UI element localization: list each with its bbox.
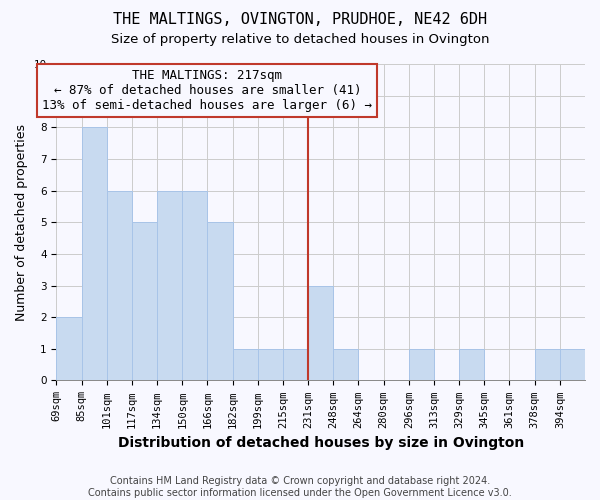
Bar xyxy=(82,128,107,380)
Bar xyxy=(535,349,560,380)
Bar xyxy=(308,286,333,380)
Y-axis label: Number of detached properties: Number of detached properties xyxy=(15,124,28,320)
Text: Contains HM Land Registry data © Crown copyright and database right 2024.
Contai: Contains HM Land Registry data © Crown c… xyxy=(88,476,512,498)
Text: THE MALTINGS: 217sqm
← 87% of detached houses are smaller (41)
13% of semi-detac: THE MALTINGS: 217sqm ← 87% of detached h… xyxy=(43,68,373,112)
Bar xyxy=(459,349,484,380)
Bar xyxy=(560,349,585,380)
Bar xyxy=(132,222,157,380)
Bar xyxy=(409,349,434,380)
X-axis label: Distribution of detached houses by size in Ovington: Distribution of detached houses by size … xyxy=(118,436,524,450)
Bar xyxy=(56,317,82,380)
Bar xyxy=(233,349,258,380)
Bar xyxy=(182,190,208,380)
Bar xyxy=(283,349,308,380)
Bar xyxy=(157,190,182,380)
Text: Size of property relative to detached houses in Ovington: Size of property relative to detached ho… xyxy=(111,32,489,46)
Bar xyxy=(107,190,132,380)
Bar xyxy=(258,349,283,380)
Text: THE MALTINGS, OVINGTON, PRUDHOE, NE42 6DH: THE MALTINGS, OVINGTON, PRUDHOE, NE42 6D… xyxy=(113,12,487,28)
Bar xyxy=(208,222,233,380)
Bar xyxy=(333,349,358,380)
